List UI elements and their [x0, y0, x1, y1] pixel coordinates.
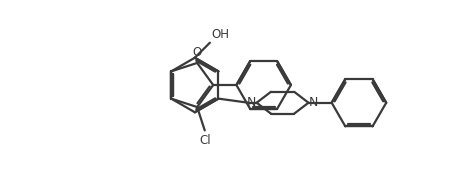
Text: OH: OH	[211, 28, 229, 41]
Text: Cl: Cl	[199, 134, 210, 147]
Text: O: O	[192, 46, 202, 60]
Text: N: N	[247, 96, 256, 109]
Text: N: N	[309, 96, 319, 109]
